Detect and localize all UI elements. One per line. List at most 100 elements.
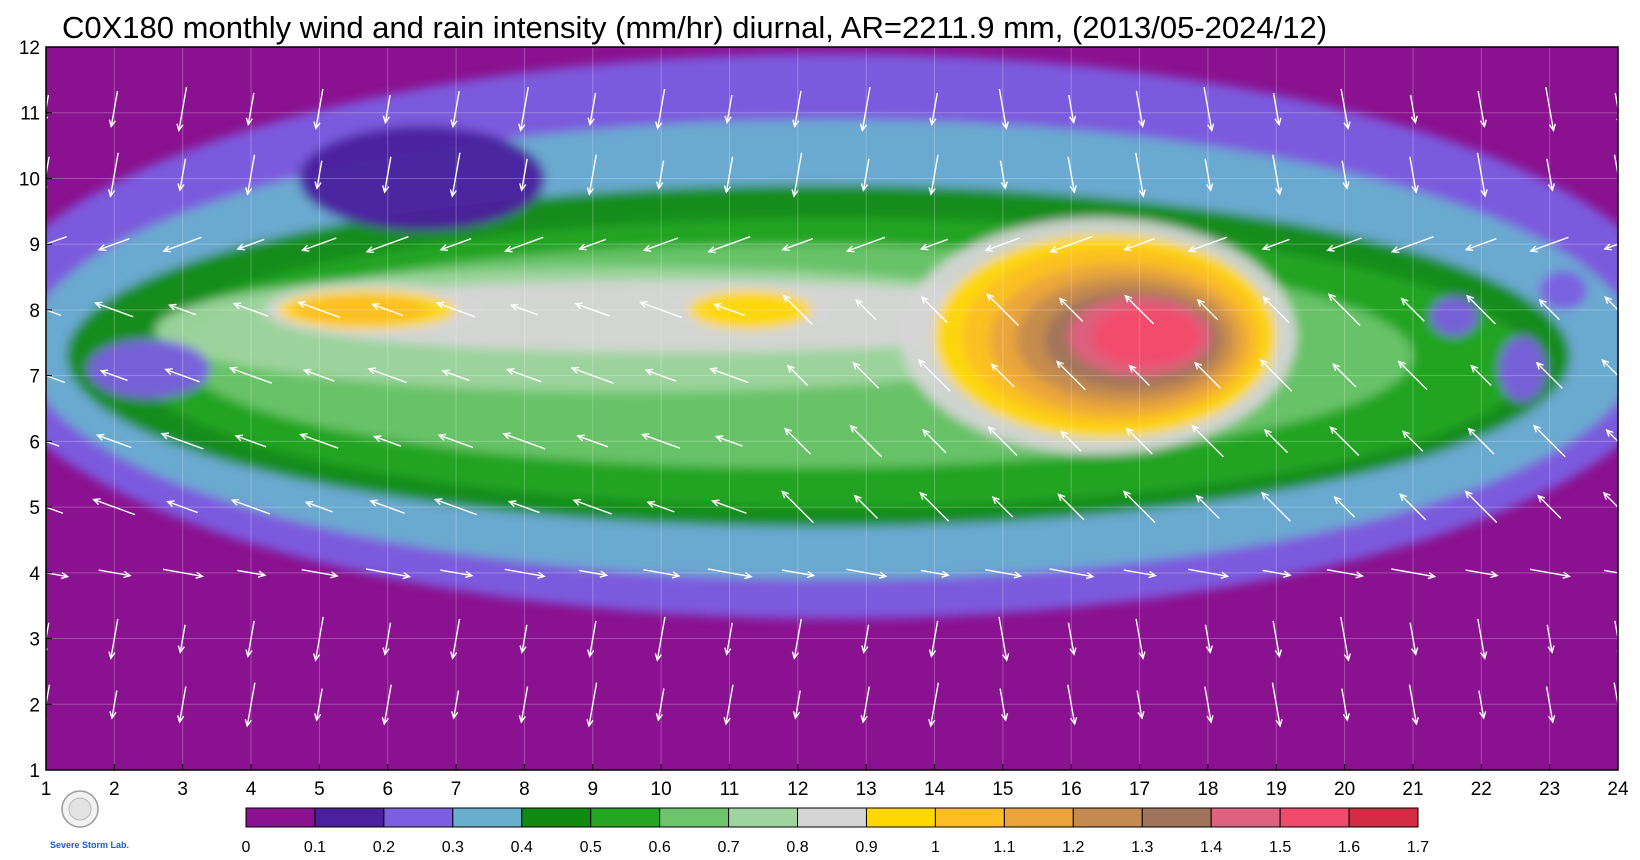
wind-arrow — [46, 94, 50, 113]
wind-arrow-head — [1329, 426, 1338, 435]
wind-arrow — [1409, 156, 1417, 193]
wind-arrow — [246, 154, 256, 195]
wind-arrow — [921, 296, 948, 324]
y-tick-label: 5 — [29, 498, 40, 519]
wind-arrow-head — [781, 244, 790, 252]
wind-arrow-head — [1069, 185, 1077, 194]
wind-arrow-head — [1470, 364, 1479, 373]
wind-arrow — [1068, 94, 1075, 123]
wind-arrow-head — [312, 653, 321, 662]
wind-arrow — [247, 620, 255, 657]
wind-arrow-head — [1532, 424, 1541, 433]
wind-arrow-head — [859, 123, 868, 132]
x-tick-label: 18 — [1197, 779, 1218, 800]
wind-arrow — [1401, 298, 1425, 322]
wind-arrow-head — [1262, 296, 1271, 305]
wind-arrow-head — [1068, 115, 1077, 125]
wind-arrow-head — [507, 500, 517, 508]
wind-arrow — [1327, 237, 1362, 251]
wind-arrow-head — [1411, 717, 1420, 726]
wind-arrow-head — [302, 368, 312, 376]
x-tick-label: 6 — [382, 779, 393, 800]
wind-arrow-head — [1390, 246, 1400, 254]
wind-arrow-head — [984, 244, 993, 252]
contour-band — [87, 339, 211, 399]
colorbar-label: 0.1 — [304, 839, 326, 856]
wind-arrow — [1197, 299, 1219, 321]
wind-arrow — [1614, 92, 1618, 113]
wind-arrow-head — [711, 499, 720, 507]
wind-arrow — [658, 160, 665, 189]
wind-arrow-head — [1206, 715, 1214, 724]
wind-arrow-head — [245, 117, 253, 127]
wind-arrow-head — [1283, 570, 1292, 578]
wind-arrow-head — [1123, 244, 1132, 252]
wind-arrow-head — [164, 368, 173, 375]
wind-arrow — [1057, 493, 1085, 521]
wind-arrow-head — [1274, 649, 1282, 658]
wind-arrow — [1539, 299, 1561, 321]
wind-arrow-head — [1605, 428, 1614, 437]
colorbar-label: 0.3 — [442, 839, 464, 856]
wind-arrow — [991, 363, 1015, 388]
x-tick-label: 9 — [587, 779, 598, 800]
wind-arrow — [921, 238, 948, 250]
wind-arrow-head — [586, 187, 594, 196]
wind-arrow — [246, 682, 256, 727]
wind-arrow — [589, 92, 597, 125]
wind-arrow-head — [441, 369, 450, 377]
colorbar-label: 0.5 — [580, 839, 602, 856]
wind-arrow-head — [1538, 298, 1547, 307]
contour-band — [1539, 270, 1588, 310]
wind-arrow-head — [176, 123, 184, 132]
wind-arrow-head — [244, 187, 253, 196]
wind-arrow-head — [587, 649, 595, 658]
wind-arrow-head — [656, 181, 664, 190]
wind-arrow-head — [1049, 246, 1058, 254]
wind-arrow — [165, 368, 200, 383]
wind-arrow — [930, 620, 939, 657]
wind-arrow — [1135, 618, 1144, 659]
contour-field — [46, 47, 1618, 770]
wind-arrow-head — [1058, 297, 1067, 306]
wind-arrow — [1067, 156, 1076, 193]
wind-arrow-head — [1464, 490, 1473, 499]
wind-arrow — [1135, 152, 1145, 197]
wind-arrow — [1050, 235, 1093, 253]
wind-arrow-head — [519, 645, 527, 654]
wind-arrow-head — [1401, 430, 1410, 439]
wind-arrow-head — [1260, 491, 1269, 500]
wind-arrow — [1129, 365, 1150, 387]
wind-arrow-head — [382, 185, 390, 194]
wind-arrow — [1613, 154, 1618, 179]
wind-arrow — [452, 690, 460, 719]
wind-arrow — [370, 500, 405, 514]
wind-arrow — [230, 367, 272, 384]
wind-arrow — [855, 299, 877, 321]
wind-arrow-head — [714, 435, 724, 443]
wind-arrow-head — [861, 645, 869, 654]
wind-arrow — [442, 370, 470, 382]
wind-arrow — [1196, 495, 1220, 519]
wind-arrow-head — [1195, 494, 1204, 503]
colorbar-label: 0.7 — [717, 839, 739, 856]
wind-arrow — [1536, 362, 1563, 389]
wind-arrow-head — [108, 119, 116, 129]
wind-arrow — [998, 88, 1008, 129]
wind-arrow-head — [1480, 189, 1488, 198]
wind-arrow — [1123, 569, 1156, 577]
colorbar-swatch — [245, 807, 316, 828]
wind-arrow — [1203, 86, 1213, 131]
colorbar-label: 1.6 — [1338, 839, 1360, 856]
wind-arrow-head — [1148, 570, 1157, 579]
wind-arrow — [861, 86, 871, 131]
wind-arrow — [1537, 495, 1562, 519]
x-tick-label: 8 — [519, 779, 530, 800]
wind-arrow — [930, 682, 940, 727]
wind-arrow — [640, 301, 683, 319]
wind-arrow — [300, 433, 339, 449]
wind-arrow — [110, 90, 119, 127]
wind-arrow-head — [1529, 245, 1538, 253]
wind-arrow — [710, 368, 749, 384]
wind-arrow-head — [1128, 364, 1137, 373]
